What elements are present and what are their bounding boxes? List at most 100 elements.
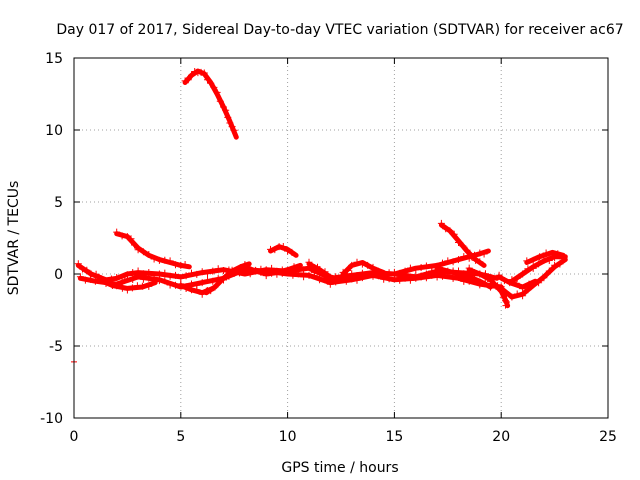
point-marker (364, 271, 372, 279)
point-marker (284, 247, 292, 255)
point-marker (446, 227, 454, 235)
point-marker (465, 254, 473, 262)
point-marker (506, 279, 514, 287)
point-marker (519, 285, 527, 293)
point-marker (213, 88, 221, 96)
point-marker (487, 277, 494, 285)
point-marker (476, 258, 484, 266)
point-marker (92, 270, 100, 278)
plot-frame (73, 57, 609, 419)
point-marker (529, 256, 537, 264)
point-marker (232, 267, 240, 275)
point-marker (305, 258, 313, 266)
point-marker (113, 228, 121, 236)
point-marker (134, 246, 142, 254)
tick-labels: 0 5 10 15 20 25 -10 -5 0 5 10 15 (40, 51, 617, 445)
point-marker (207, 79, 215, 87)
point-marker (118, 232, 126, 240)
point-marker (246, 266, 254, 274)
point-marker (288, 248, 296, 256)
point-marker (198, 268, 206, 276)
series-trace-12 (339, 258, 387, 277)
point-marker (127, 235, 135, 243)
point-marker (455, 239, 462, 246)
point-marker (76, 273, 84, 281)
point-marker (476, 270, 484, 278)
point-marker (108, 282, 116, 289)
point-marker (495, 271, 503, 279)
point-marker (465, 272, 473, 280)
x-tick-label: 25 (599, 429, 617, 445)
y-tick-label: -10 (40, 411, 63, 427)
point-marker (342, 277, 350, 285)
point-marker (556, 260, 564, 268)
point-marker (123, 275, 131, 283)
point-marker (188, 269, 195, 277)
point-marker (460, 253, 468, 261)
point-marker (455, 256, 462, 264)
point-marker (204, 276, 211, 284)
point-marker (215, 277, 223, 285)
point-marker (472, 256, 480, 264)
point-marker (481, 271, 489, 279)
point-marker (401, 267, 409, 275)
point-marker (348, 261, 356, 269)
point-marker (181, 261, 189, 268)
point-marker (161, 269, 169, 277)
point-marker (503, 298, 510, 306)
point-marker (437, 219, 445, 227)
point-marker (172, 261, 179, 269)
point-marker (262, 272, 270, 280)
point-marker (348, 275, 356, 283)
point-marker (396, 269, 404, 277)
point-marker (268, 269, 276, 277)
point-marker (86, 275, 94, 283)
point-marker (224, 113, 232, 121)
point-marker (172, 271, 179, 279)
point-marker (476, 249, 484, 257)
point-marker (353, 258, 361, 266)
point-marker (545, 257, 553, 264)
point-marker (542, 249, 550, 257)
point-marker (193, 286, 201, 294)
series-trace-17 (508, 252, 568, 284)
point-marker (216, 97, 224, 105)
x-tick-label: 5 (176, 429, 185, 445)
point-marker (364, 261, 372, 269)
point-marker (524, 286, 532, 294)
point-marker (166, 272, 174, 280)
point-marker (161, 277, 169, 285)
point-marker (536, 253, 544, 261)
point-marker (374, 268, 382, 276)
point-marker (513, 290, 521, 298)
point-marker (290, 263, 298, 271)
point-marker (81, 276, 89, 284)
point-marker (500, 277, 508, 285)
point-marker (118, 278, 126, 286)
point-marker (535, 260, 543, 268)
point-marker (123, 233, 131, 241)
point-marker (271, 246, 279, 254)
point-marker (138, 282, 146, 290)
point-marker (554, 250, 562, 258)
point-marker (321, 276, 329, 284)
x-axis-label: GPS time / hours (281, 460, 398, 476)
point-marker (332, 274, 340, 282)
x-tick-label: 20 (492, 429, 510, 445)
series-trace-14 (433, 263, 493, 290)
point-marker (428, 264, 436, 272)
point-marker (358, 260, 366, 268)
point-marker (545, 267, 553, 275)
point-marker (444, 257, 452, 265)
point-marker (529, 264, 537, 272)
point-marker (289, 271, 297, 279)
point-marker (177, 280, 185, 288)
y-axis-label: SDTVAR / TECUs (6, 181, 22, 296)
series-trace-19 (495, 271, 538, 293)
point-marker (476, 278, 484, 286)
point-marker (222, 106, 230, 114)
point-marker (353, 276, 361, 284)
point-marker (417, 272, 425, 280)
point-marker (145, 282, 153, 290)
